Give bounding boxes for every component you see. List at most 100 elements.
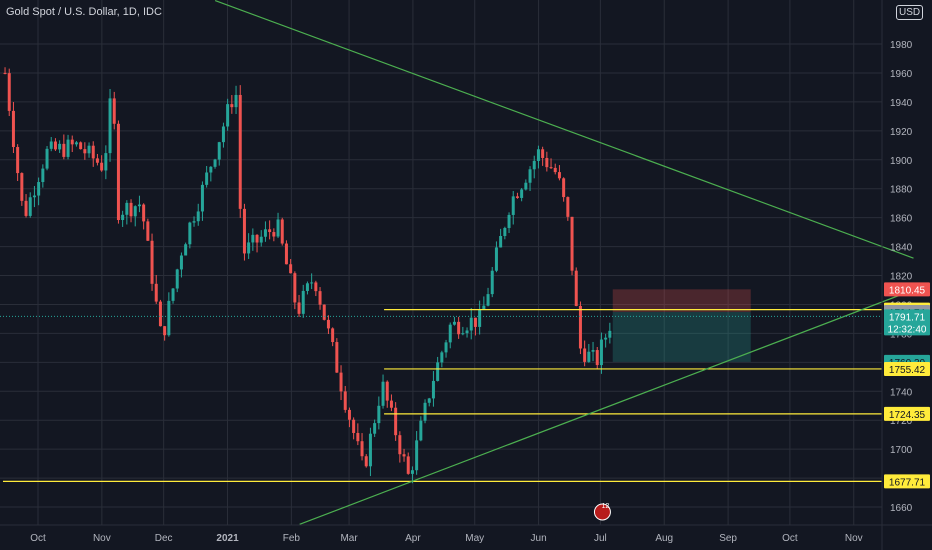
candle-body <box>314 282 318 292</box>
price-label: 1755.42 <box>884 361 930 376</box>
candle-down <box>297 294 301 317</box>
candle-down <box>293 271 297 310</box>
candle-down <box>83 142 87 160</box>
price-label-text: 1791.71 <box>889 312 926 323</box>
candle-down <box>356 423 360 446</box>
candle-body <box>66 139 70 157</box>
candle-body <box>142 204 146 222</box>
candle-body <box>389 400 393 408</box>
candle-down <box>553 163 557 175</box>
candle-down <box>570 216 574 276</box>
x-tick-label: Mar <box>340 533 358 544</box>
candle-down <box>238 85 242 218</box>
candle-body <box>507 214 511 228</box>
candle-up <box>444 339 448 358</box>
candle-down <box>578 301 582 355</box>
candle-down <box>545 151 549 172</box>
candle-body <box>364 456 368 467</box>
candle-down <box>339 365 343 401</box>
candle-up <box>381 374 385 409</box>
candle-down <box>112 91 116 130</box>
candle-body <box>368 433 372 467</box>
candle-body <box>217 142 221 160</box>
candle-body <box>205 172 209 185</box>
candle-body <box>331 328 335 343</box>
candle-body <box>461 333 465 335</box>
candle-body <box>570 216 574 271</box>
y-tick-label: 1960 <box>890 69 913 80</box>
candle-body <box>566 197 570 217</box>
candle-body <box>70 139 74 145</box>
candle-body <box>247 242 251 254</box>
currency-badge[interactable]: USD <box>896 5 924 20</box>
y-tick-label: 1720 <box>890 416 913 427</box>
candle-body <box>511 196 515 215</box>
candle-up <box>465 327 469 338</box>
candle-down <box>549 158 553 169</box>
candle-down <box>11 101 15 153</box>
candle-up <box>205 166 209 188</box>
event-label: 12 <box>602 503 610 510</box>
candle-body <box>541 149 545 158</box>
candle-up <box>41 164 45 188</box>
candle-up <box>448 322 452 349</box>
candle-up <box>482 296 486 310</box>
candle-body <box>263 229 267 237</box>
x-tick-label: Apr <box>405 533 421 544</box>
candle-body <box>515 196 519 198</box>
candle-up <box>87 142 91 158</box>
candle-down <box>360 433 364 461</box>
candle-body <box>20 173 24 201</box>
candle-body <box>289 264 293 274</box>
candle-body <box>557 172 561 179</box>
candle-body <box>499 236 503 248</box>
candle-body <box>116 123 120 220</box>
candle-up <box>175 268 179 293</box>
candle-body <box>221 126 225 143</box>
candle-body <box>599 339 603 366</box>
candle-down <box>242 203 246 261</box>
candle-body <box>74 142 78 145</box>
candle-up <box>415 431 419 475</box>
candle-body <box>209 166 213 173</box>
candle-down <box>318 287 322 310</box>
candle-down <box>154 275 158 304</box>
candle-down <box>230 95 234 114</box>
candle-body <box>583 348 587 362</box>
candle-down <box>116 120 120 224</box>
candle-up <box>486 287 490 307</box>
candle-body <box>192 221 196 223</box>
candle-body <box>37 182 41 196</box>
candle-down <box>515 192 519 199</box>
y-tick-label: 1900 <box>890 156 913 167</box>
candle-down <box>280 217 284 246</box>
candle-body <box>276 219 280 237</box>
candle-body <box>373 423 377 434</box>
candle-body <box>381 381 385 406</box>
drawing-lines-layer: 12 <box>0 0 914 525</box>
candle-body <box>473 317 477 327</box>
price-label-text: 1810.45 <box>889 285 926 296</box>
candle-body <box>482 305 486 310</box>
candle-body <box>163 326 167 336</box>
candle-down <box>95 153 99 166</box>
candle-body <box>188 222 192 245</box>
candle-up <box>221 122 225 148</box>
candle-down <box>146 218 150 242</box>
candle-body <box>87 145 91 154</box>
candle-up <box>373 419 377 437</box>
candle-body <box>268 229 272 233</box>
candle-up <box>524 179 528 191</box>
y-tick-label: 1840 <box>890 243 913 254</box>
symbol-title: Gold Spot / U.S. Dollar, 1D, IDC <box>6 6 162 18</box>
candle-body <box>184 244 188 256</box>
candle-down <box>314 280 318 297</box>
candle-body <box>41 168 45 183</box>
candle-body <box>352 419 356 433</box>
candle-body <box>53 141 57 150</box>
candle-body <box>574 270 578 306</box>
candle-up <box>217 141 221 166</box>
